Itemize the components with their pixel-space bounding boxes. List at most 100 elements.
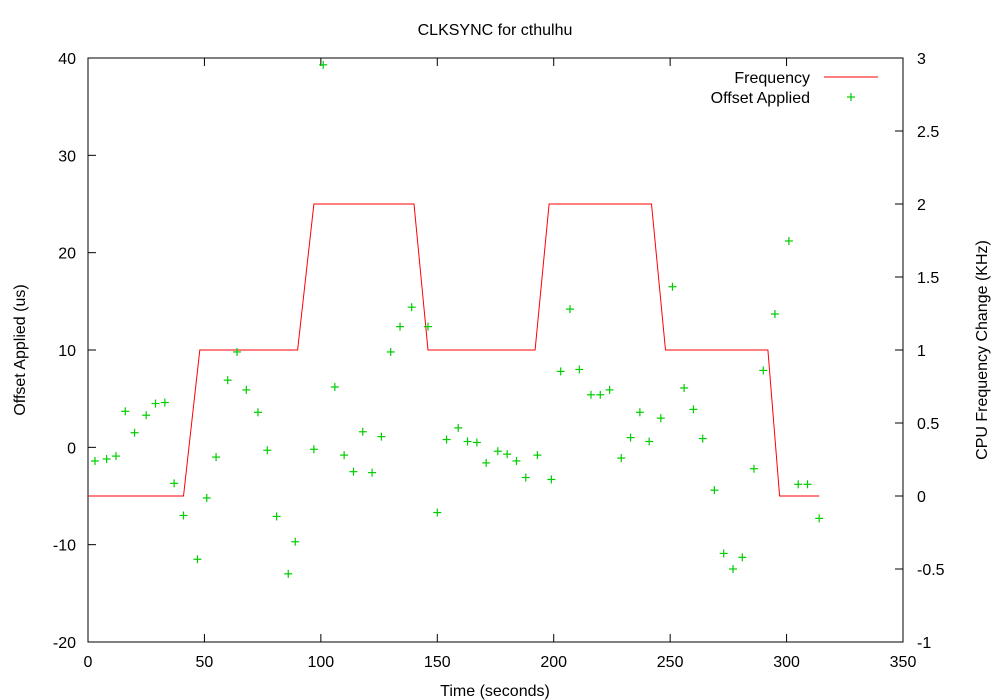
data-point-offset-applied — [442, 435, 451, 444]
data-point-offset-applied — [482, 458, 491, 467]
data-point-offset-applied — [454, 423, 463, 432]
data-point-offset-applied — [656, 414, 665, 423]
data-point-offset-applied — [377, 432, 386, 441]
data-point-offset-applied — [738, 553, 747, 562]
series-line-frequency — [88, 203, 820, 497]
data-point-offset-applied — [130, 428, 139, 437]
data-point-offset-applied — [472, 438, 481, 447]
y2-tick-label: 1 — [917, 343, 926, 360]
data-point-offset-applied — [668, 282, 677, 291]
data-point-offset-applied — [368, 468, 377, 477]
legend-swatch-offset-applied — [847, 93, 855, 101]
y-axis-tick-labels: -20 -10 0 10 20 30 40 — [53, 51, 76, 652]
data-point-offset-applied — [202, 493, 211, 502]
data-point-offset-applied — [111, 452, 120, 461]
data-point-offset-applied — [386, 347, 395, 356]
data-point-offset-applied — [423, 322, 432, 331]
data-point-offset-applied — [586, 390, 595, 399]
data-point-offset-applied — [759, 366, 768, 375]
data-point-offset-applied — [396, 322, 405, 331]
x-tick-label: 250 — [657, 654, 684, 671]
data-point-offset-applied — [309, 445, 318, 454]
legend-label-frequency: Frequency — [734, 70, 810, 87]
x-tick-label: 350 — [890, 654, 917, 671]
data-point-offset-applied — [680, 383, 689, 392]
data-point-offset-applied — [710, 486, 719, 495]
data-point-offset-applied — [575, 365, 584, 374]
data-point-offset-applied — [749, 464, 758, 473]
chart-title: CLKSYNC for cthulhu — [418, 22, 573, 39]
data-point-offset-applied — [626, 433, 635, 442]
data-point-offset-applied — [689, 405, 698, 414]
data-point-offset-applied — [521, 473, 530, 482]
data-point-offset-applied — [729, 565, 738, 573]
y-axis-label: Offset Applied (us) — [12, 284, 29, 415]
y2-tick-label: 0.5 — [917, 416, 939, 433]
legend: Frequency Offset Applied — [711, 70, 878, 107]
data-point-offset-applied — [242, 385, 251, 394]
y-tick-label: -20 — [53, 635, 76, 652]
legend-label-offset-applied: Offset Applied — [711, 90, 810, 107]
data-point-offset-applied — [512, 456, 521, 465]
data-point-offset-applied — [503, 450, 512, 459]
data-point-offset-applied — [645, 437, 654, 446]
data-point-offset-applied — [566, 305, 575, 314]
data-point-offset-applied — [263, 446, 272, 455]
x-axis-tick-labels: 0 50 100 150 200 250 300 350 — [84, 654, 917, 671]
x-tick-label: 200 — [540, 654, 567, 671]
data-point-offset-applied — [160, 398, 169, 407]
data-point-offset-applied — [340, 451, 349, 460]
data-point-offset-applied — [291, 537, 300, 546]
data-point-offset-applied — [102, 455, 111, 464]
data-point-offset-applied — [463, 437, 472, 446]
data-point-offset-applied — [533, 451, 542, 460]
data-point-offset-applied — [90, 456, 99, 465]
data-point-offset-applied — [284, 569, 293, 578]
legend-point-marker — [847, 93, 855, 101]
data-point-offset-applied — [433, 508, 442, 517]
data-point-offset-applied — [493, 447, 502, 456]
y-tick-label: 40 — [58, 51, 76, 68]
data-point-offset-applied — [794, 480, 803, 489]
data-point-offset-applied — [330, 382, 339, 391]
data-point-offset-applied — [719, 549, 728, 558]
data-point-offset-applied — [803, 480, 812, 489]
y-tick-label: 0 — [67, 440, 76, 457]
y-tick-label: 10 — [58, 343, 76, 360]
data-point-offset-applied — [349, 467, 358, 476]
series-layer — [88, 60, 824, 578]
data-point-offset-applied — [223, 376, 232, 385]
data-point-offset-applied — [547, 475, 556, 484]
y2-tick-label: -1 — [917, 635, 931, 652]
y2-tick-label: 2 — [917, 197, 926, 214]
data-point-offset-applied — [272, 512, 281, 521]
y-tick-label: 20 — [58, 246, 76, 263]
y-tick-label: -10 — [53, 538, 76, 555]
data-point-offset-applied — [815, 514, 824, 523]
x-tick-label: 300 — [773, 654, 800, 671]
y2-axis-tick-labels: -1 -0.5 0 0.5 1 1.5 2 2.5 3 — [917, 51, 945, 652]
y2-tick-label: -0.5 — [917, 562, 945, 579]
y2-tick-label: 0 — [917, 489, 926, 506]
data-point-offset-applied — [212, 453, 221, 462]
y2-tick-label: 2.5 — [917, 124, 939, 141]
data-point-offset-applied — [407, 303, 416, 312]
data-point-offset-applied — [770, 309, 779, 318]
data-point-offset-applied — [170, 479, 179, 488]
x-tick-label: 150 — [424, 654, 451, 671]
x-tick-label: 100 — [308, 654, 335, 671]
data-point-offset-applied — [179, 511, 188, 520]
data-point-offset-applied — [605, 385, 614, 394]
data-point-offset-applied — [617, 454, 626, 463]
data-point-offset-applied — [319, 60, 328, 69]
data-point-offset-applied — [193, 555, 202, 564]
data-point-offset-applied — [233, 347, 242, 356]
y-tick-label: 30 — [58, 148, 76, 165]
y2-axis-label: CPU Frequency Change (KHz) — [974, 240, 991, 460]
data-point-offset-applied — [635, 408, 644, 417]
y2-tick-label: 3 — [917, 51, 926, 68]
data-point-offset-applied — [358, 427, 367, 436]
data-point-offset-applied — [121, 407, 130, 416]
x-tick-label: 0 — [84, 654, 93, 671]
data-point-offset-applied — [556, 367, 565, 376]
